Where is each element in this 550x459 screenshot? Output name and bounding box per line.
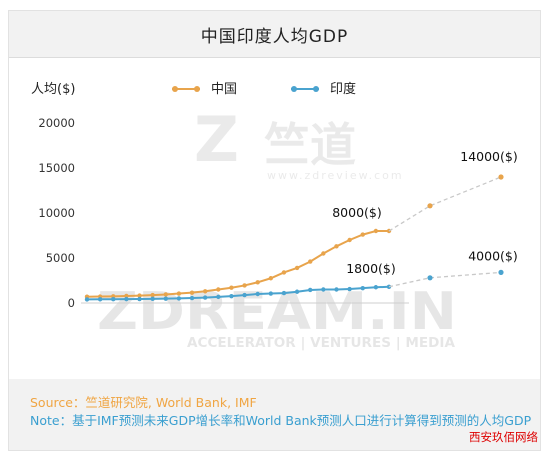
data-point [189, 295, 195, 301]
title-divider [9, 57, 540, 58]
annotation-label-0: 8000($) [332, 205, 382, 220]
annotation-label-1: 14000($) [460, 149, 517, 164]
data-point [268, 291, 274, 296]
y-tick-label-5000: 5000 [46, 251, 75, 265]
forecast-point [427, 275, 433, 281]
line-chart: Z 竺道 www.zdreview.com ZDREAM.IN ACCELERA… [31, 81, 518, 351]
data-point [150, 292, 155, 298]
watermark-logo-z: Z [194, 103, 239, 176]
data-point [360, 232, 365, 237]
data-point [294, 289, 300, 294]
data-point [321, 287, 326, 292]
legend-item-india: 印度 [291, 81, 356, 97]
forecast-point [498, 174, 504, 180]
data-point [360, 285, 365, 291]
forecast-line [388, 176, 502, 232]
series-china [84, 174, 504, 299]
data-point [202, 289, 208, 294]
watermark-bottom-tagline: ACCELERATOR | VENTURES | MEDIA [187, 336, 455, 351]
data-point [229, 285, 234, 290]
data-point [163, 292, 168, 297]
data-point [216, 287, 221, 292]
y-tick-label-20000: 20000 [38, 116, 75, 130]
data-point [308, 259, 313, 264]
chart-card: 中国印度人均GDP Z 竺道 www.zdreview.com ZDREAM.I… [8, 10, 541, 451]
legend-label-china: 中国 [211, 82, 237, 97]
data-point [242, 283, 247, 288]
data-point [229, 293, 234, 299]
data-point [176, 296, 182, 301]
watermark-top-url: www.zdreview.com [267, 169, 404, 182]
data-point [255, 291, 260, 297]
forecast-point [427, 203, 433, 209]
data-point [163, 296, 168, 301]
data-point [111, 297, 116, 302]
data-point [321, 251, 326, 256]
data-point [281, 270, 287, 275]
forecast-point [498, 269, 504, 275]
data-point [294, 265, 300, 271]
data-point [137, 296, 142, 302]
source-note: Source：竺道研究院, World Bank, IMF [30, 395, 257, 410]
watermark-top-text: 竺道 [264, 118, 356, 172]
data-point [124, 293, 129, 299]
data-point [373, 285, 379, 290]
data-point [84, 297, 90, 302]
data-point [202, 295, 208, 300]
data-point [189, 290, 195, 295]
site-credit: 西安玖佰网络 [469, 430, 538, 444]
annotation-label-2: 1800($) [346, 261, 396, 276]
watermark-bottom: ZDREAM.IN ACCELERATOR | VENTURES | MEDIA [97, 282, 457, 351]
y-axis-label: 人均($) [31, 82, 75, 97]
watermark-top: Z 竺道 www.zdreview.com [194, 103, 404, 182]
data-point [242, 292, 247, 298]
data-point [268, 276, 274, 281]
legend: 中国 印度 [172, 81, 356, 97]
data-point [308, 287, 313, 293]
data-point [334, 244, 339, 249]
legend-label-india: 印度 [330, 81, 356, 97]
y-tick-label-10000: 10000 [38, 206, 75, 220]
data-point [97, 297, 103, 302]
data-point [176, 291, 182, 296]
legend-item-china: 中国 [172, 82, 237, 97]
plot-background [9, 58, 540, 379]
data-point [347, 237, 352, 243]
data-point [373, 228, 379, 234]
y-tick-label-15000: 15000 [38, 161, 75, 175]
data-point [124, 296, 129, 302]
data-point [347, 286, 352, 292]
data-point [216, 294, 221, 300]
watermark-bottom-text: ZDREAM.IN [97, 282, 457, 342]
y-tick-label-0: 0 [68, 296, 75, 310]
series-india [84, 269, 504, 302]
methodology-note: Note：基于IMF预测未来GDP增长率和World Bank预测人口进行计算得… [30, 413, 532, 428]
chart-title: 中国印度人均GDP [200, 26, 349, 47]
data-point [281, 290, 287, 296]
data-point [334, 287, 339, 292]
data-point [137, 293, 142, 298]
data-point [150, 296, 155, 302]
data-point [255, 280, 260, 285]
annotation-label-3: 4000($) [468, 248, 518, 263]
